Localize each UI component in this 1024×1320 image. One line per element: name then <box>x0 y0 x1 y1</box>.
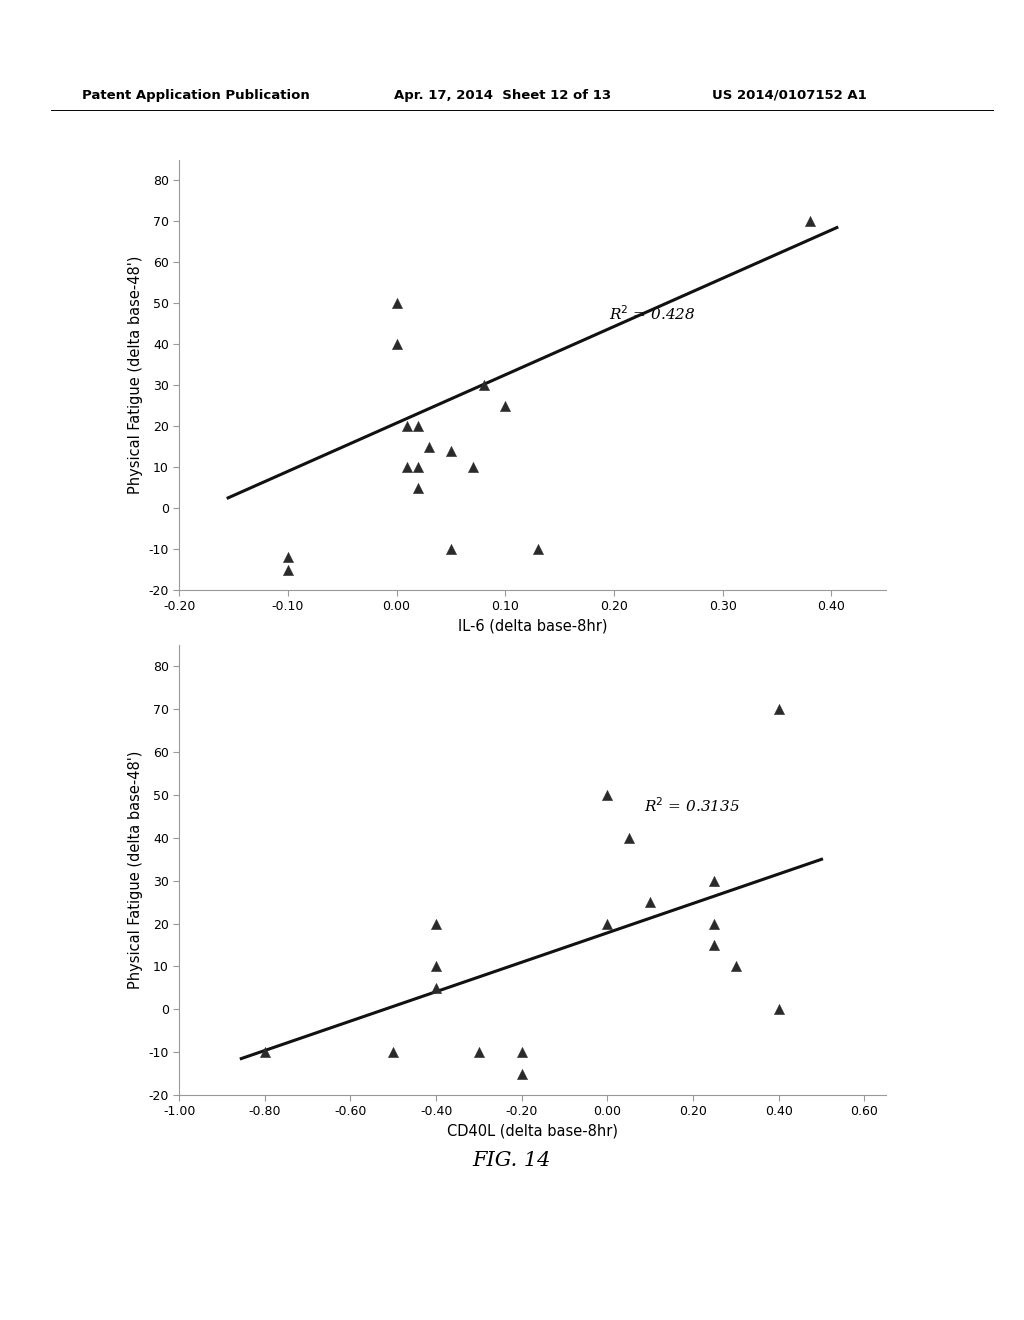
Point <box>442 539 459 560</box>
Point <box>411 457 427 478</box>
Point <box>770 999 786 1020</box>
Point <box>707 913 723 935</box>
Text: R$^2$ = 0.3135: R$^2$ = 0.3135 <box>644 796 739 816</box>
Point <box>280 546 296 568</box>
Text: Apr. 17, 2014  Sheet 12 of 13: Apr. 17, 2014 Sheet 12 of 13 <box>394 88 611 102</box>
Point <box>599 913 615 935</box>
Y-axis label: Physical Fatigue (delta base-48'): Physical Fatigue (delta base-48') <box>128 256 143 494</box>
Point <box>728 956 744 977</box>
Point <box>642 891 658 912</box>
Point <box>428 913 444 935</box>
Point <box>399 457 416 478</box>
Point <box>621 828 637 849</box>
X-axis label: IL-6 (delta base-8hr): IL-6 (delta base-8hr) <box>458 619 607 634</box>
Text: Patent Application Publication: Patent Application Publication <box>82 88 309 102</box>
Point <box>475 375 492 396</box>
Point <box>388 334 404 355</box>
Point <box>465 457 481 478</box>
Point <box>471 1041 487 1063</box>
Point <box>707 935 723 956</box>
Y-axis label: Physical Fatigue (delta base-48'): Physical Fatigue (delta base-48') <box>128 751 143 989</box>
Point <box>399 416 416 437</box>
Point <box>428 956 444 977</box>
Point <box>411 416 427 437</box>
Point <box>428 977 444 998</box>
Point <box>770 698 786 719</box>
Text: FIG. 14: FIG. 14 <box>473 1151 551 1170</box>
Point <box>411 477 427 498</box>
Point <box>388 293 404 314</box>
Point <box>514 1063 530 1084</box>
Point <box>529 539 546 560</box>
Point <box>442 440 459 461</box>
Point <box>497 395 513 416</box>
X-axis label: CD40L (delta base-8hr): CD40L (delta base-8hr) <box>447 1123 617 1139</box>
Point <box>599 784 615 805</box>
Point <box>421 436 437 457</box>
Text: R$^2$ = 0.428: R$^2$ = 0.428 <box>608 304 695 322</box>
Point <box>385 1041 401 1063</box>
Point <box>514 1041 530 1063</box>
Point <box>280 558 296 579</box>
Point <box>707 870 723 891</box>
Point <box>802 211 818 232</box>
Text: US 2014/0107152 A1: US 2014/0107152 A1 <box>712 88 866 102</box>
Point <box>257 1041 273 1063</box>
